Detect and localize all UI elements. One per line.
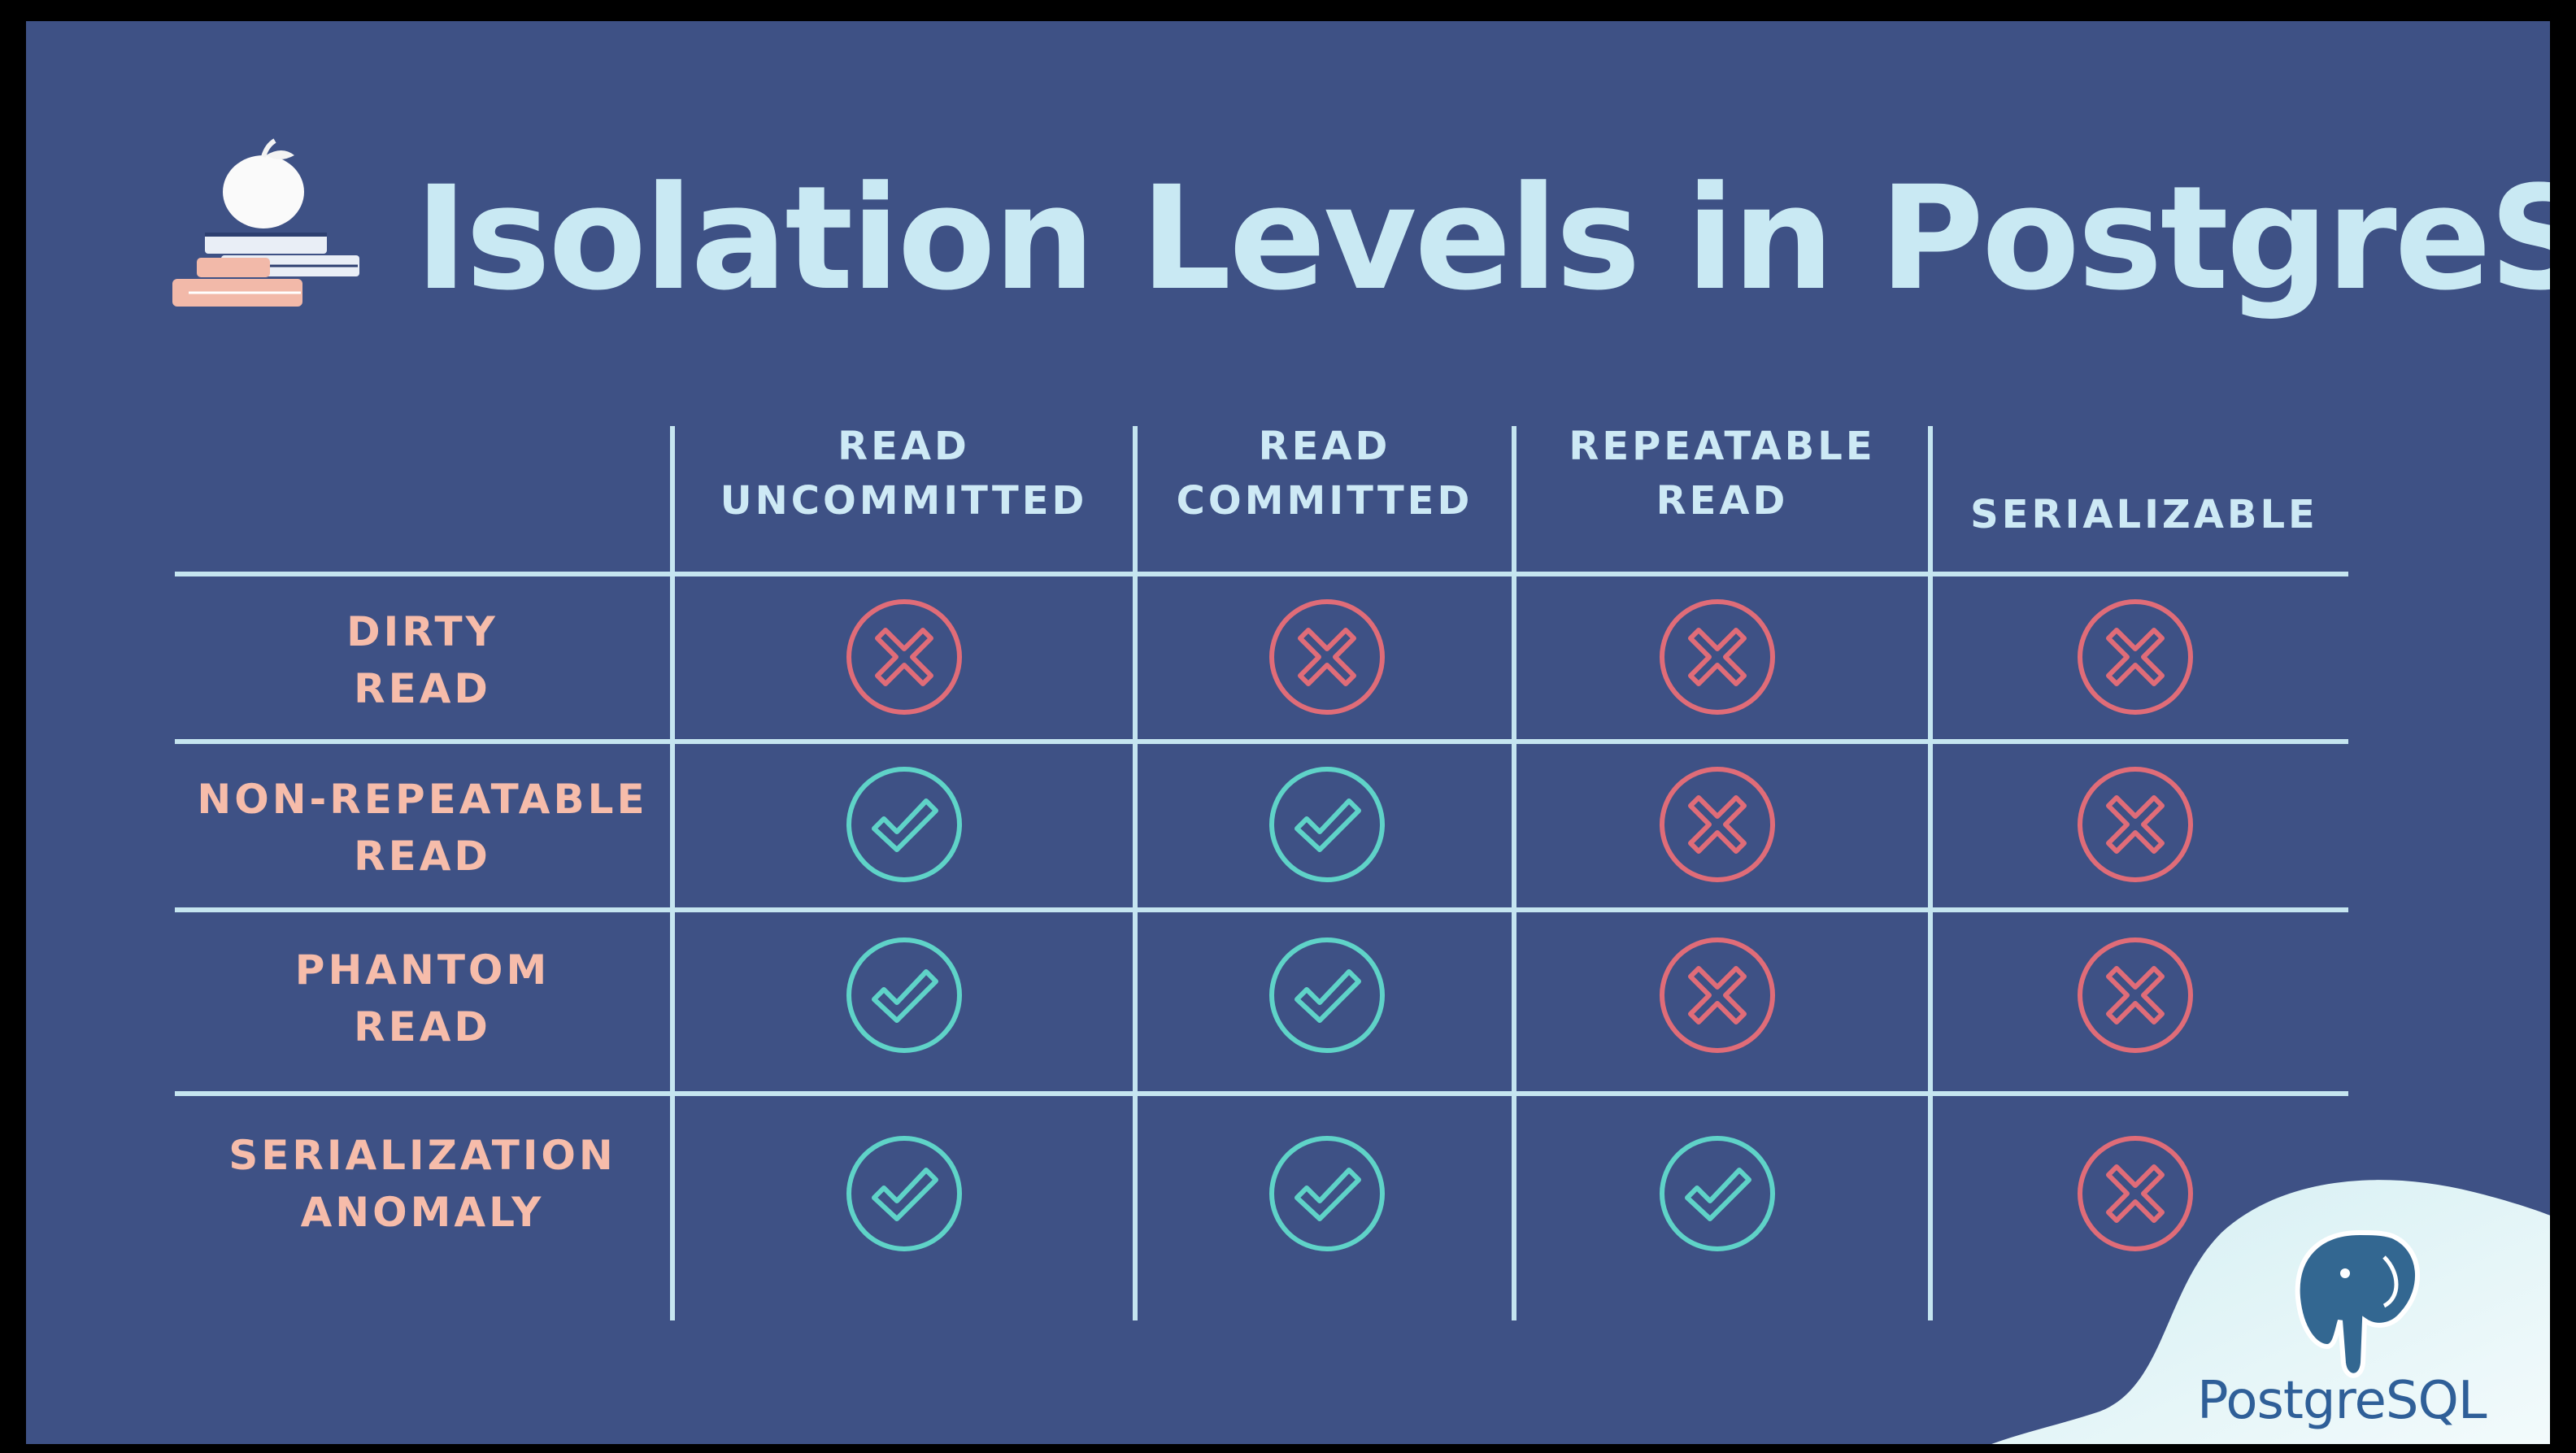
x-circle-icon: [1269, 599, 1385, 715]
postgresql-elephant-icon: [2295, 1229, 2420, 1378]
check-circle-icon: [1269, 1136, 1385, 1251]
row-header-dirty-read: DIRTY READ: [346, 608, 498, 712]
column-header-read-committed: READ COMMITTED: [1176, 424, 1473, 524]
x-circle-icon: [2078, 937, 2193, 1053]
column-header-read-uncommitted: READ UNCOMMITTED: [720, 424, 1088, 524]
row-header-non-repeatable-read: NON-REPEATABLE READ: [197, 776, 648, 880]
row-header-phantom-read: PHANTOM READ: [294, 946, 550, 1051]
x-circle-icon: [2078, 1136, 2193, 1251]
page-title: Isolation Levels in PostgreSQL: [415, 155, 2550, 322]
column-header-repeatable-read: REPEATABLE READ: [1569, 424, 1876, 524]
slide: Isolation Levels in PostgreSQL READ UNCO…: [26, 21, 2550, 1444]
check-circle-icon: [1269, 767, 1385, 882]
check-circle-icon: [846, 937, 962, 1053]
grid-line-horizontal: [175, 739, 2348, 744]
x-circle-icon: [2078, 767, 2193, 882]
x-circle-icon: [1660, 937, 1775, 1053]
grid-line-vertical: [1512, 426, 1516, 1320]
grid-line-vertical: [1928, 426, 1933, 1320]
grid-line-horizontal: [175, 907, 2348, 912]
grid-line-vertical: [670, 426, 675, 1320]
check-circle-icon: [846, 1136, 962, 1251]
check-circle-icon: [846, 767, 962, 882]
grid-line-vertical: [1133, 426, 1138, 1320]
brand-background-shape: [1991, 1180, 2550, 1444]
x-circle-icon: [2078, 599, 2193, 715]
x-circle-icon: [846, 599, 962, 715]
row-header-serialization-anomaly: SERIALIZATION ANOMALY: [228, 1132, 616, 1236]
x-circle-icon: [1660, 767, 1775, 882]
postgresql-wordmark: PostgreSQL: [2197, 1371, 2487, 1431]
x-circle-icon: [1660, 599, 1775, 715]
grid-line-horizontal: [175, 572, 2348, 576]
check-circle-icon: [1660, 1136, 1775, 1251]
grid-line-horizontal: [175, 1091, 2348, 1096]
column-header-serializable: SERIALIZABLE: [1970, 492, 2318, 537]
apple-on-books-icon: [172, 138, 359, 307]
check-circle-icon: [1269, 937, 1385, 1053]
